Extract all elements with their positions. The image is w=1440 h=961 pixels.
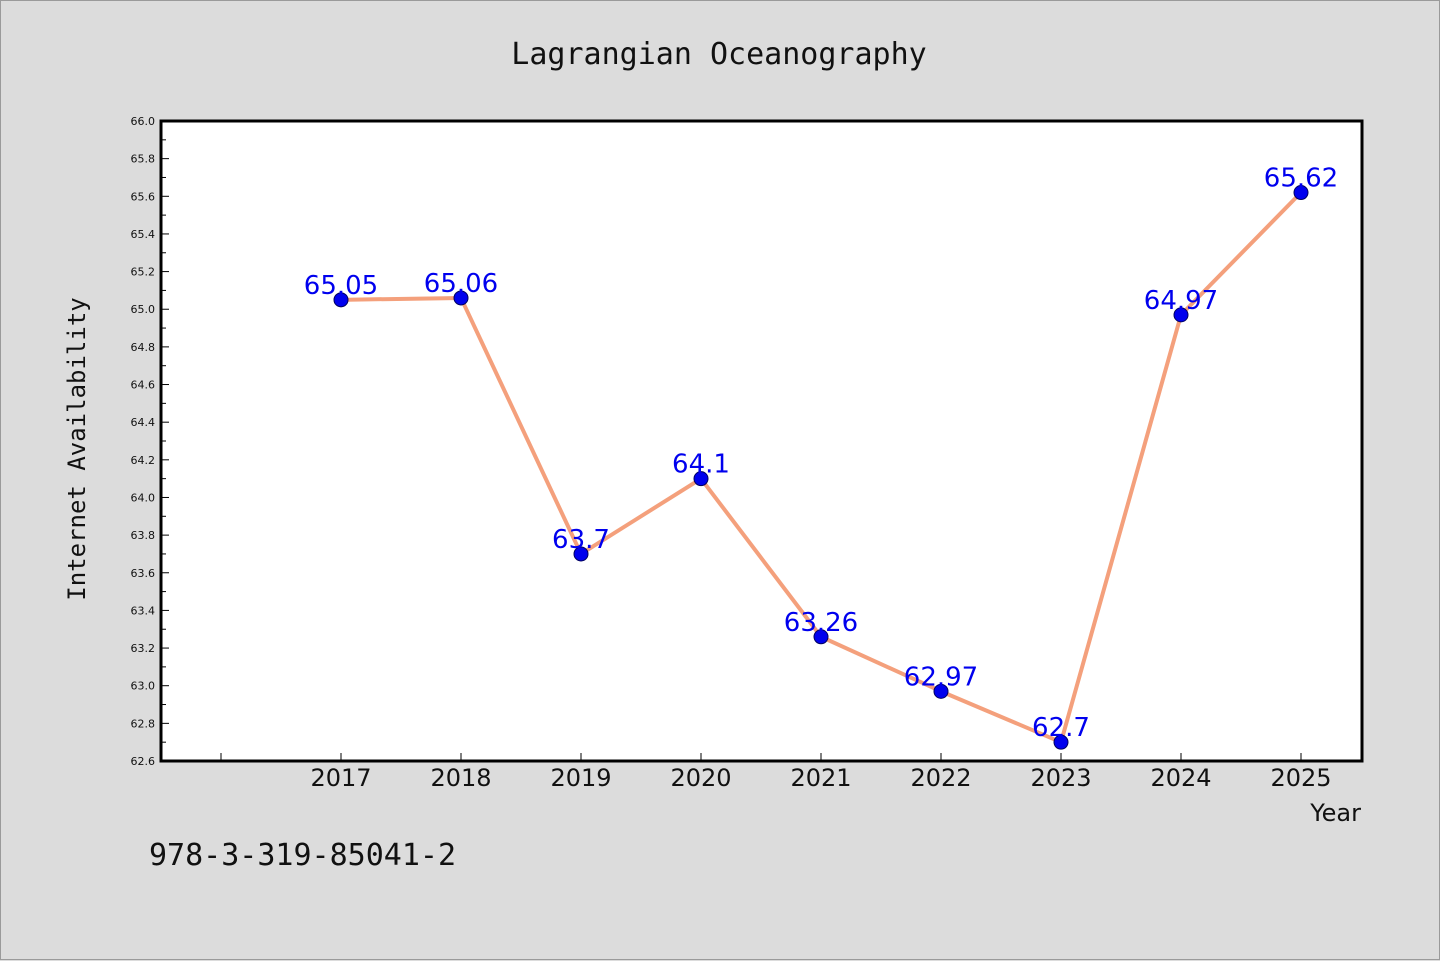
data-label: 64.1	[672, 450, 730, 480]
data-label: 64.97	[1144, 286, 1218, 316]
plot-area	[159, 119, 1364, 763]
data-labels: 65.05 65.06 63.7 64.1 63.26 62.97 62.7 64.97 65.…	[304, 164, 1338, 744]
data-label: 65.06	[424, 269, 498, 299]
y-axis: 62.6 62.8 63.0 63.2 63.4 63.6 63.8 64.0 64.2 64.4…	[131, 115, 169, 768]
y-tick-label: 63.0	[131, 680, 156, 693]
data-point	[933, 683, 949, 699]
x-tick-label: 2020	[670, 764, 731, 792]
y-tick-label: 65.0	[131, 303, 156, 316]
data-point	[813, 629, 829, 645]
y-tick-label: 64.0	[131, 491, 156, 504]
y-tick-label: 64.6	[131, 379, 156, 392]
data-point	[1173, 307, 1189, 323]
data-label: 63.26	[784, 608, 858, 638]
x-tick-label: 2024	[1150, 764, 1211, 792]
data-label: 63.7	[552, 525, 610, 555]
data-label: 65.05	[304, 271, 378, 301]
x-tick-label: 2022	[910, 764, 971, 792]
x-tick-label: 2017	[310, 764, 371, 792]
y-tick-label: 62.8	[131, 717, 156, 730]
data-point	[453, 290, 469, 306]
y-tick-label: 63.6	[131, 567, 156, 580]
y-tick-label: 66.0	[131, 115, 156, 128]
data-point	[1293, 185, 1309, 201]
y-tick-label: 63.8	[131, 529, 156, 542]
y-tick-label: 63.2	[131, 642, 156, 655]
y-tick-label: 65.6	[131, 190, 156, 203]
y-tick-label: 62.6	[131, 755, 156, 768]
y-tick-label: 65.4	[131, 228, 156, 241]
x-tick-label: 2019	[550, 764, 611, 792]
x-axis-label: Year	[1309, 799, 1361, 827]
isbn-text: 978-3-319-85041-2	[149, 838, 456, 873]
chart-title: Lagrangian Oceanography	[511, 37, 926, 72]
data-point	[693, 471, 709, 487]
x-axis: 2017 2018 2019 2020 2021 2022 2023 2024 2025	[220, 753, 1332, 792]
data-label: 62.97	[904, 662, 978, 692]
y-tick-label: 64.2	[131, 454, 156, 467]
x-tick-label: 2018	[430, 764, 491, 792]
data-label: 62.7	[1032, 713, 1090, 743]
y-tick-label: 64.4	[131, 416, 156, 429]
y-axis-label: Internet Availability	[63, 297, 91, 600]
x-tick-label: 2025	[1270, 764, 1331, 792]
x-tick-label: 2021	[790, 764, 851, 792]
y-tick-label: 64.8	[131, 341, 156, 354]
data-markers	[333, 185, 1309, 750]
data-label: 65.62	[1264, 164, 1338, 194]
y-tick-label: 63.4	[131, 604, 156, 617]
x-tick-label: 2023	[1030, 764, 1091, 792]
data-point	[573, 546, 589, 562]
data-point	[333, 292, 349, 308]
y-tick-label: 65.8	[131, 153, 156, 166]
data-point	[1053, 734, 1069, 750]
y-tick-label: 65.2	[131, 266, 156, 279]
